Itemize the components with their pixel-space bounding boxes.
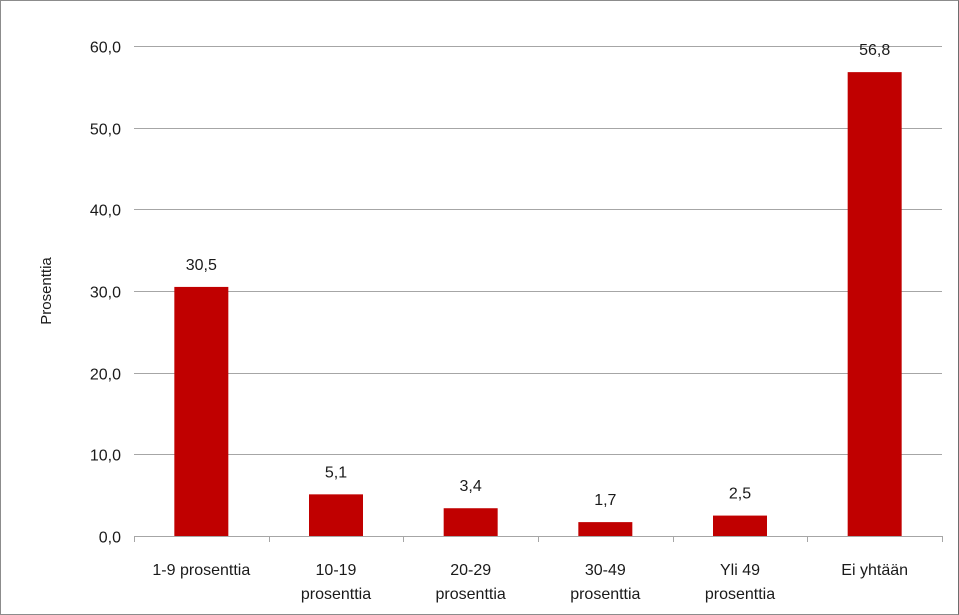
y-tick-label: 0,0: [99, 530, 121, 547]
y-tick-label: 30,0: [90, 285, 121, 302]
x-tick-label: 20-29 prosenttia: [436, 562, 506, 603]
data-label: 3,4: [460, 478, 482, 495]
x-tick-label-line: 20-29: [450, 562, 491, 579]
x-tick-label: 30-49 prosenttia: [570, 562, 640, 603]
y-axis-label: Prosenttia: [38, 257, 55, 325]
data-label: 2,5: [729, 486, 751, 503]
bars: [174, 72, 902, 536]
data-label: 56,8: [859, 42, 890, 59]
x-tick-label-line: prosenttia: [570, 586, 640, 603]
x-tick-label-line: 30-49: [585, 562, 626, 579]
y-tick-label: 50,0: [90, 122, 121, 139]
data-label: 5,1: [325, 464, 347, 481]
data-label: 30,5: [186, 257, 217, 274]
gridlines: [134, 46, 943, 542]
x-tick-label-line: Yli 49: [720, 562, 760, 579]
x-tick-label-line: prosenttia: [705, 586, 775, 603]
bar: [309, 494, 363, 536]
x-tick-label: 1-9 prosenttia: [152, 562, 250, 579]
data-label: 1,7: [594, 492, 616, 509]
y-tick-label: 40,0: [90, 203, 121, 220]
y-tick-label: 60,0: [90, 40, 121, 57]
bar: [847, 72, 902, 536]
x-tick-label-line: 1-9 prosenttia: [152, 562, 250, 579]
x-tick-label: 10-19 prosenttia: [301, 562, 371, 603]
x-tick-label: Yli 49 prosenttia: [705, 562, 775, 603]
x-tick-label-line: Ei yhtään: [841, 562, 908, 579]
x-tick-label-line: 10-19: [316, 562, 357, 579]
bar: [174, 286, 229, 536]
data-labels: 30,5 5,1 3,4 1,7 2,5 56,8: [186, 42, 891, 509]
bar: [578, 522, 633, 536]
x-tick-labels: 1-9 prosenttia 10-19 prosenttia 20-29 prosen…: [152, 562, 908, 603]
y-tick-labels: 0,0 10,0 20,0 30,0 40,0 50,0 60,0: [90, 40, 121, 547]
bar: [443, 508, 498, 536]
y-tick-label: 10,0: [90, 448, 121, 465]
x-tick-label-line: prosenttia: [436, 586, 506, 603]
x-tick-label: Ei yhtään: [841, 562, 908, 579]
bar: [713, 515, 767, 536]
x-tick-label-line: prosenttia: [301, 586, 371, 603]
y-tick-label: 20,0: [90, 367, 121, 384]
